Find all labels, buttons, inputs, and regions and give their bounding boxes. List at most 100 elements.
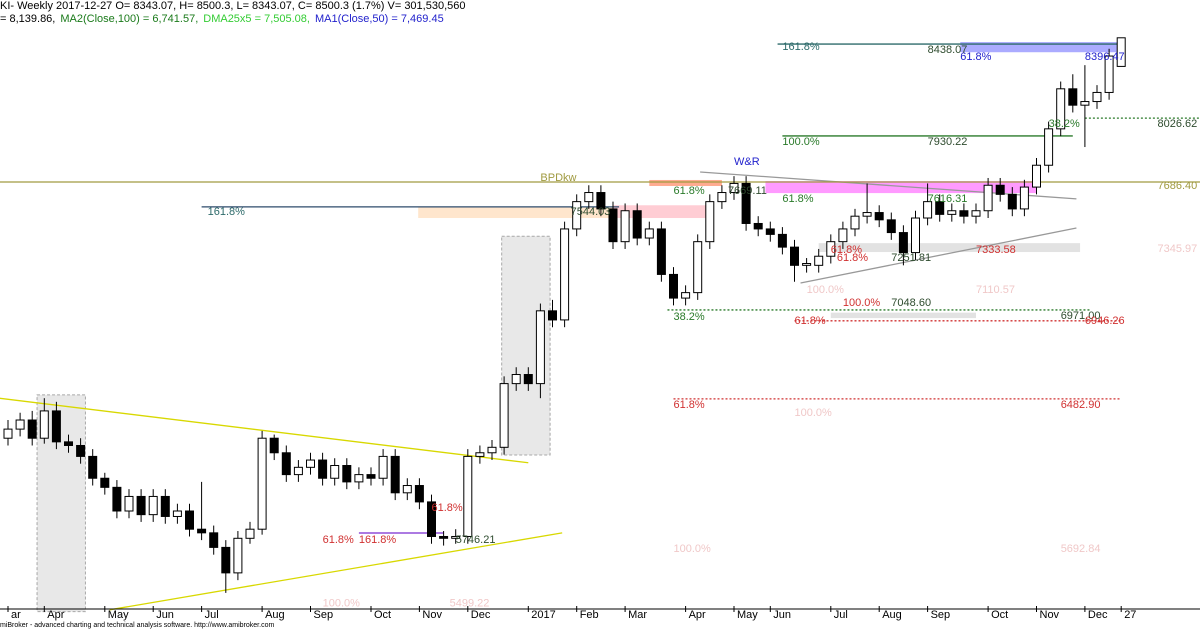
level-line	[800, 227, 1077, 284]
candle-body	[1044, 128, 1054, 166]
candle-body	[354, 474, 364, 483]
candle-body	[64, 441, 73, 446]
candle-body	[548, 310, 557, 321]
annotation: 61.8%	[837, 252, 868, 264]
x-tick-label: Sep	[314, 609, 334, 621]
candle-body	[390, 455, 400, 494]
annotation: 7616.31	[928, 193, 968, 205]
zone-box	[830, 312, 976, 319]
candle-body	[717, 192, 727, 203]
candle-body	[1019, 186, 1029, 210]
candle-body	[257, 437, 267, 530]
x-tick-label: Oct	[991, 609, 1008, 621]
annotation: 6946.26	[1085, 315, 1125, 327]
footer: miBroker - advanced charting and technic…	[0, 622, 274, 629]
annotation: 7333.58	[976, 244, 1016, 256]
annotation: 5692.84	[1061, 543, 1101, 555]
annotation: 8438.07	[928, 44, 968, 56]
candle-body	[935, 201, 945, 215]
candle-body	[632, 210, 642, 239]
annotation: 61.8%	[795, 315, 826, 327]
candle-body	[911, 217, 920, 254]
candle-body	[838, 228, 848, 243]
candle-body	[572, 201, 582, 230]
candle-body	[330, 465, 340, 479]
candle-body	[777, 233, 787, 248]
candle-body	[850, 215, 860, 230]
annotation: 5746.21	[456, 534, 496, 546]
candle-body	[620, 210, 630, 243]
candle-body	[608, 208, 618, 243]
level-line	[109, 532, 563, 611]
candle-body	[995, 184, 1005, 195]
candle-body	[197, 528, 207, 534]
candle-body	[487, 446, 497, 454]
x-tick-label: Nov	[422, 609, 442, 621]
candle-body	[124, 495, 134, 512]
zone-box	[418, 206, 613, 219]
candle-body	[269, 437, 279, 454]
candle-body	[656, 228, 666, 275]
annotation: 61.8%	[831, 244, 862, 256]
candle-body	[112, 486, 122, 512]
annotation: 7930.22	[928, 136, 968, 148]
candle-body	[463, 455, 473, 537]
candle-body	[1116, 37, 1126, 67]
candle-body	[306, 459, 315, 468]
candle-body	[959, 210, 969, 217]
x-tick-label: Nov	[1040, 609, 1060, 621]
candle-body	[790, 246, 799, 266]
annotation: 100.0%	[843, 297, 881, 309]
header-segment: DMA25x5 = 7,505.08,	[203, 13, 310, 25]
candle-body	[414, 485, 424, 503]
candle-body	[475, 452, 485, 457]
candle-body	[172, 510, 182, 517]
annotation: 61.8%	[960, 51, 991, 63]
annotation: 100.0%	[674, 543, 712, 555]
candle-body	[15, 419, 25, 430]
annotation: 61.8%	[674, 399, 705, 411]
candle-body	[681, 292, 691, 299]
candle-body	[693, 241, 703, 294]
x-tick-label: Apr	[47, 609, 64, 621]
candle-body	[76, 444, 86, 457]
annotation: 100.0%	[323, 598, 361, 610]
candle-body	[814, 255, 824, 266]
candle-body	[451, 535, 461, 539]
x-tick-label: 2017	[531, 609, 555, 621]
annotation: 61.8%	[782, 193, 813, 205]
annotation: 8396.47	[1085, 51, 1125, 63]
candle-body	[886, 219, 896, 234]
candle-body	[318, 459, 328, 479]
candle-body	[741, 182, 751, 224]
candle-body	[511, 374, 521, 385]
candle-body	[1032, 164, 1041, 188]
candle-body	[378, 455, 388, 479]
annotation: BPDkw	[540, 172, 576, 184]
candle-body	[209, 532, 219, 548]
candle-body	[947, 210, 957, 215]
level-line	[0, 397, 529, 464]
annotation: 8026.62	[1158, 118, 1198, 130]
annotation: 61.8%	[323, 534, 354, 546]
header-segment: = 8,139.86,	[0, 13, 55, 25]
header-line2: = 8,139.86, MA2(Close,100) = 6,741.57, DMA…	[0, 13, 444, 25]
x-tick-label: Dec	[471, 609, 491, 621]
candle-body	[1068, 88, 1078, 106]
candle-body	[596, 192, 606, 210]
candle-body	[1056, 88, 1066, 130]
x-tick-label: Feb	[580, 609, 599, 621]
candle-body	[27, 419, 37, 439]
candle-body	[1007, 193, 1017, 210]
annotation: 7544.03	[571, 206, 611, 218]
x-tick-label: Apr	[689, 609, 706, 621]
annotation: 161.8%	[782, 41, 820, 53]
candle-body	[826, 241, 836, 257]
x-tick-label: Aug	[265, 609, 285, 621]
annotation: 7345.97	[1158, 243, 1198, 255]
candle-body	[100, 477, 110, 488]
x-tick-label: Dec	[1088, 609, 1108, 621]
